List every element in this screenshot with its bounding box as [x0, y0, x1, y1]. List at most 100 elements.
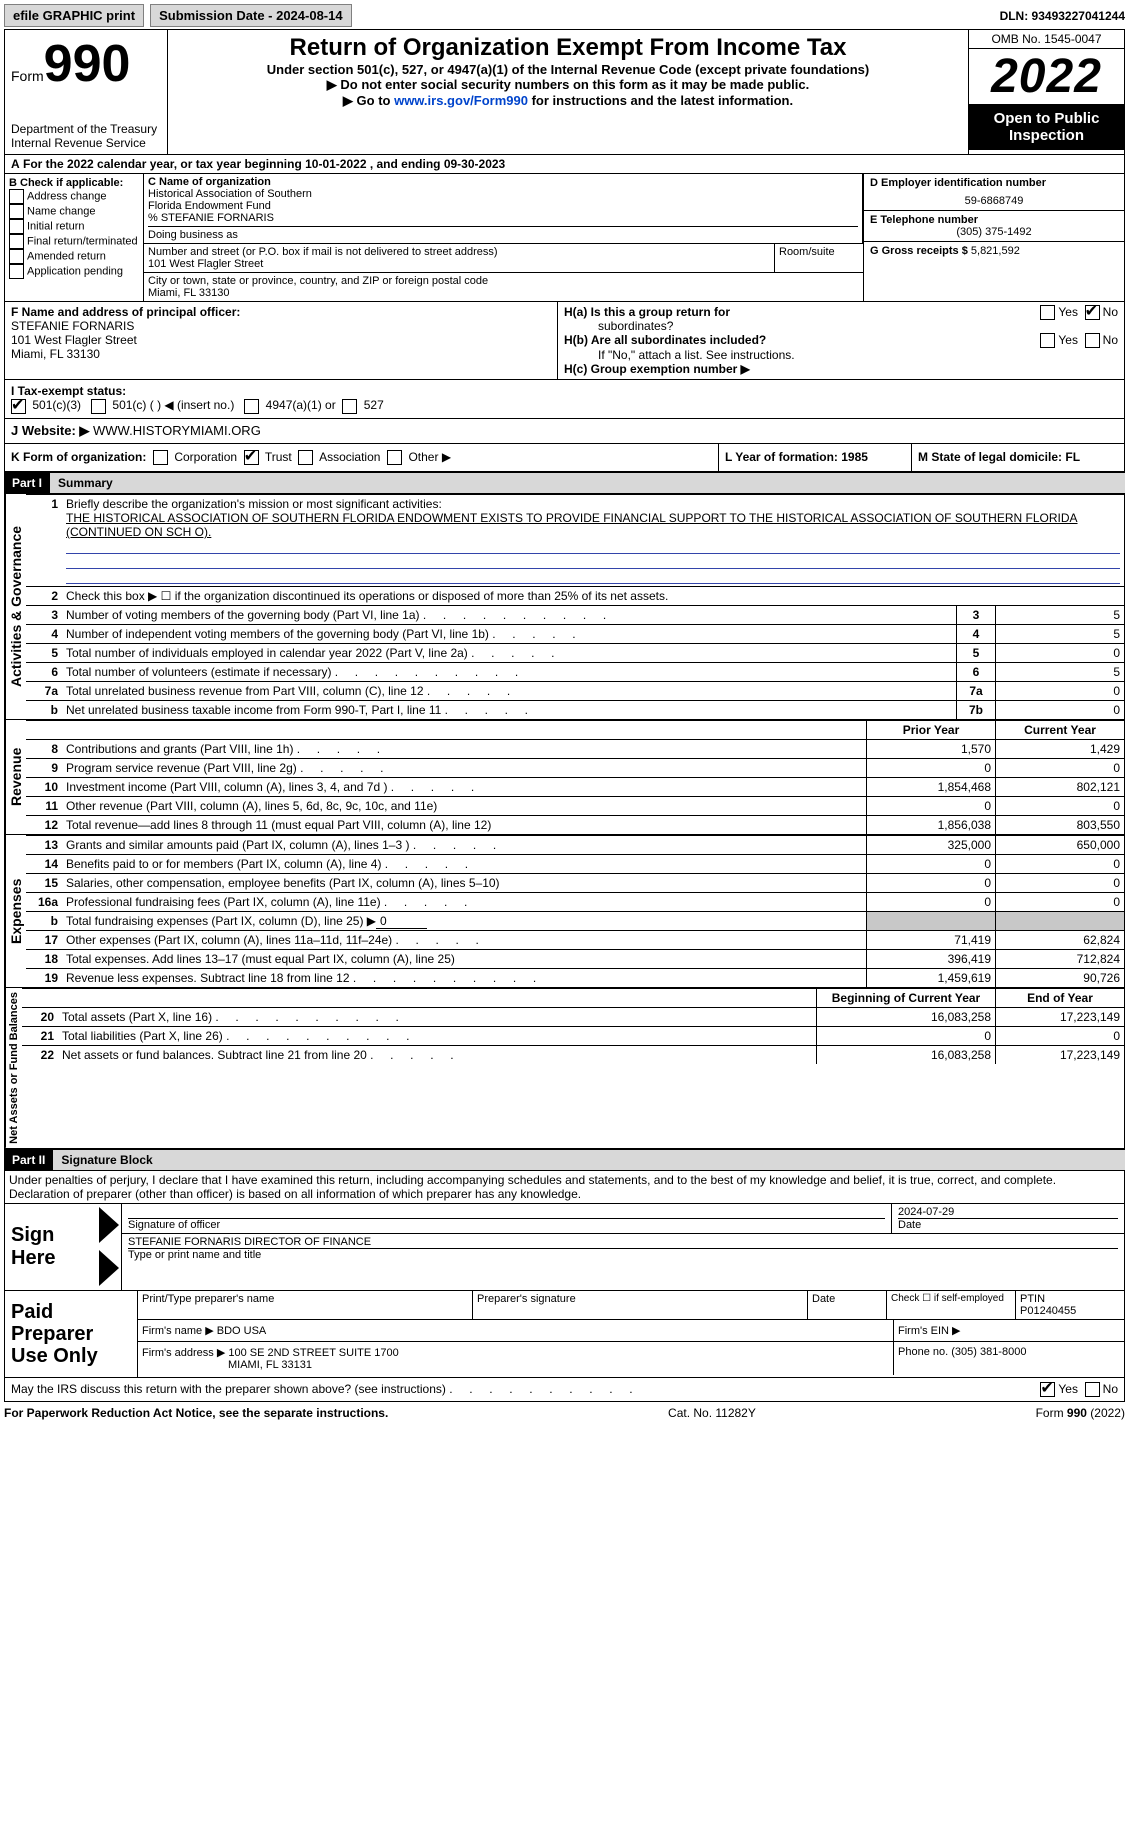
opt-address-change[interactable]: Address change	[9, 189, 139, 204]
dept-label: Department of the Treasury Internal Reve…	[11, 122, 161, 150]
irs-link[interactable]: www.irs.gov/Form990	[394, 93, 528, 108]
501c3-checkbox[interactable]	[11, 399, 26, 414]
hc-label: H(c) Group exemption number ▶	[564, 362, 1118, 376]
pt-date-label: Date	[808, 1291, 887, 1319]
c8: 1,429	[996, 739, 1125, 758]
prior-year-hdr: Prior Year	[867, 720, 996, 739]
opt-final-return[interactable]: Final return/terminated	[9, 234, 139, 249]
ha-no-checkbox[interactable]	[1085, 305, 1100, 320]
501c-checkbox[interactable]	[91, 399, 106, 414]
p10: 1,854,468	[867, 777, 996, 796]
hb-yes-checkbox[interactable]	[1040, 333, 1055, 348]
gross-receipts: 5,821,592	[971, 245, 1020, 257]
q5: Total number of individuals employed in …	[66, 646, 554, 660]
vlabel-netassets: Net Assets or Fund Balances	[5, 988, 22, 1148]
opt-amended-return[interactable]: Amended return	[9, 249, 139, 264]
discuss-no-checkbox[interactable]	[1085, 1382, 1100, 1397]
ptin-label: PTIN	[1020, 1293, 1045, 1305]
submission-date-button[interactable]: Submission Date - 2024-08-14	[150, 4, 352, 27]
efile-button[interactable]: efile GRAPHIC print	[4, 4, 144, 27]
dba-label: Doing business as	[148, 226, 858, 241]
phone-value: (305) 375-1492	[870, 226, 1118, 238]
firm-ein-label: Firm's EIN ▶	[894, 1320, 1124, 1341]
ha-yes-checkbox[interactable]	[1040, 305, 1055, 320]
hb-note: If "No," attach a list. See instructions…	[598, 348, 1118, 362]
p17: 71,419	[867, 930, 996, 949]
k-assoc-checkbox[interactable]	[298, 450, 313, 465]
p18: 396,419	[867, 949, 996, 968]
vlabel-expenses: Expenses	[5, 835, 26, 987]
firm-phone-label: Phone no.	[898, 1346, 948, 1358]
p22: 16,083,258	[817, 1045, 996, 1064]
v4: 5	[996, 624, 1125, 643]
page-footer: For Paperwork Reduction Act Notice, see …	[4, 1406, 1125, 1420]
end-hdr: End of Year	[996, 988, 1125, 1007]
form-header: Form990 Department of the Treasury Inter…	[4, 29, 1125, 155]
ptin-value: P01240455	[1020, 1305, 1076, 1317]
line-m: M State of legal domicile: FL	[911, 444, 1124, 471]
form-number: 990	[44, 35, 131, 93]
paid-preparer-label: Paid Preparer Use Only	[5, 1291, 137, 1377]
p21: 0	[817, 1026, 996, 1045]
r17: Other expenses (Part IX, column (A), lin…	[66, 933, 479, 947]
officer-name: STEFANIE FORNARIS	[11, 319, 551, 333]
p20: 16,083,258	[817, 1007, 996, 1026]
q1-text: THE HISTORICAL ASSOCIATION OF SOUTHERN F…	[66, 511, 1078, 539]
r16b-val: 0	[376, 914, 427, 929]
c12: 803,550	[996, 815, 1125, 834]
4947-checkbox[interactable]	[244, 399, 259, 414]
opt-app-pending[interactable]: Application pending	[9, 264, 139, 279]
self-emp-label[interactable]: Check ☐ if self-employed	[887, 1291, 1016, 1319]
k-other-checkbox[interactable]	[387, 450, 402, 465]
r16b: Total fundraising expenses (Part IX, col…	[66, 914, 376, 928]
p8: 1,570	[867, 739, 996, 758]
form-title: Return of Organization Exempt From Incom…	[176, 34, 960, 62]
c14: 0	[996, 854, 1125, 873]
c10: 802,121	[996, 777, 1125, 796]
r11: Other revenue (Part VIII, column (A), li…	[66, 799, 437, 813]
sig-officer-label: Signature of officer	[128, 1218, 885, 1231]
hb-no-checkbox[interactable]	[1085, 333, 1100, 348]
pt-sig-label: Preparer's signature	[473, 1291, 808, 1319]
p11: 0	[867, 796, 996, 815]
k-corp-checkbox[interactable]	[153, 450, 168, 465]
v5: 0	[996, 643, 1125, 662]
vlabel-activities: Activities & Governance	[5, 494, 26, 719]
r14: Benefits paid to or for members (Part IX…	[66, 857, 468, 871]
c13: 650,000	[996, 835, 1125, 854]
q7a: Total unrelated business revenue from Pa…	[66, 684, 510, 698]
officer-name-title: STEFANIE FORNARIS DIRECTOR OF FINANCE	[128, 1236, 1118, 1249]
p13: 325,000	[867, 835, 996, 854]
box-d-label: D Employer identification number	[870, 177, 1118, 189]
r16a: Professional fundraising fees (Part IX, …	[66, 895, 467, 909]
form-prefix: Form	[11, 68, 44, 84]
p9: 0	[867, 758, 996, 777]
527-checkbox[interactable]	[342, 399, 357, 414]
part2-header: Part II Signature Block	[4, 1149, 1125, 1171]
footer-mid: Cat. No. 11282Y	[668, 1406, 756, 1420]
sign-here-label: Sign Here	[5, 1204, 97, 1290]
firm-addr-label: Firm's address ▶	[142, 1347, 225, 1359]
sign-date-label: Date	[898, 1218, 1118, 1231]
officer-addr2: Miami, FL 33130	[11, 347, 551, 361]
q6: Total number of volunteers (estimate if …	[66, 665, 518, 679]
addr-label: Number and street (or P.O. box if mail i…	[148, 246, 770, 258]
discuss-yes-checkbox[interactable]	[1040, 1382, 1055, 1397]
inspection-label: Open to Public Inspection	[969, 104, 1124, 150]
v6: 5	[996, 662, 1125, 681]
begin-hdr: Beginning of Current Year	[817, 988, 996, 1007]
v7a: 0	[996, 681, 1125, 700]
footer-right: Form 990 (2022)	[1036, 1406, 1125, 1420]
r22: Net assets or fund balances. Subtract li…	[62, 1048, 454, 1062]
k-trust-checkbox[interactable]	[244, 450, 259, 465]
q3: Number of voting members of the governin…	[66, 608, 606, 622]
arrow-icon	[99, 1207, 119, 1243]
line-k-label: K Form of organization:	[11, 450, 146, 464]
c22: 17,223,149	[996, 1045, 1125, 1064]
r8: Contributions and grants (Part VIII, lin…	[66, 742, 380, 756]
p14: 0	[867, 854, 996, 873]
box-e-label: E Telephone number	[870, 214, 1118, 226]
opt-name-change[interactable]: Name change	[9, 204, 139, 219]
firm-addr1: 100 SE 2ND STREET SUITE 1700	[228, 1347, 398, 1359]
opt-initial-return[interactable]: Initial return	[9, 219, 139, 234]
